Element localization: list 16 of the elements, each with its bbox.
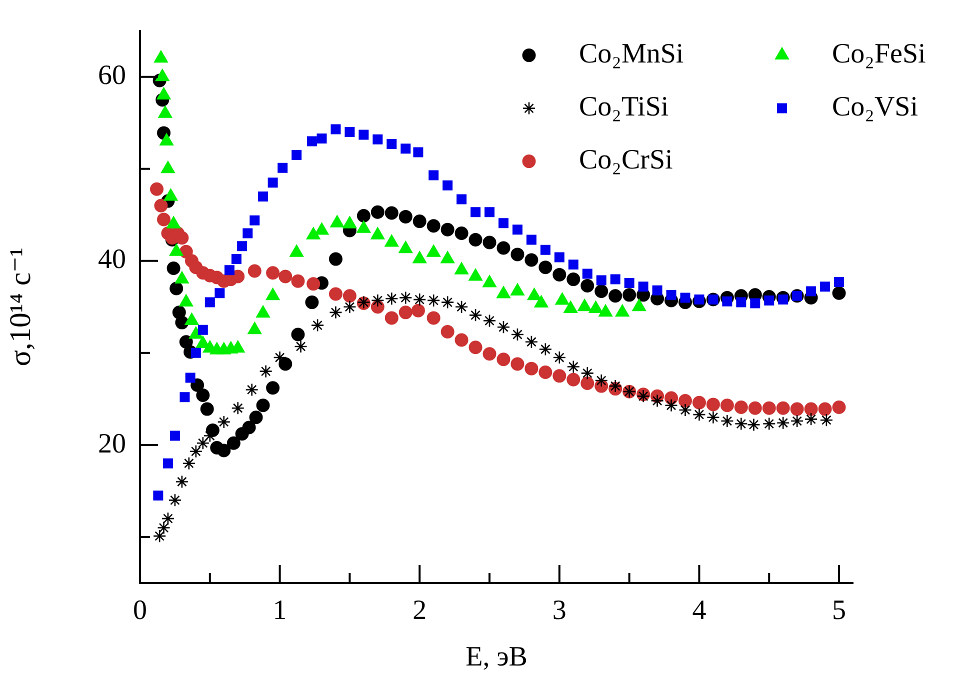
y-axis-title: σ,10¹⁴ c⁻¹ bbox=[4, 248, 37, 366]
x-tick-label: 5 bbox=[832, 595, 846, 626]
x-tick-label: 4 bbox=[692, 595, 706, 626]
x-tick-label: 2 bbox=[412, 595, 427, 626]
legend-label: Co₂VSi bbox=[832, 92, 918, 123]
legend-label: Co₂MnSi bbox=[579, 38, 684, 70]
x-axis-title: E, эВ bbox=[466, 642, 528, 673]
legend-label: Co₂TiSi bbox=[579, 92, 669, 123]
x-tick-label: 1 bbox=[272, 595, 287, 626]
y-tick-label: 40 bbox=[98, 244, 126, 276]
y-tick-label: 20 bbox=[98, 428, 126, 460]
x-tick-label: 0 bbox=[133, 595, 147, 626]
x-tick-label: 3 bbox=[552, 595, 566, 626]
legend-label: Co₂CrSi bbox=[579, 144, 674, 176]
y-tick-label: 60 bbox=[98, 60, 126, 92]
legend-label: Co₂FeSi bbox=[832, 38, 926, 70]
